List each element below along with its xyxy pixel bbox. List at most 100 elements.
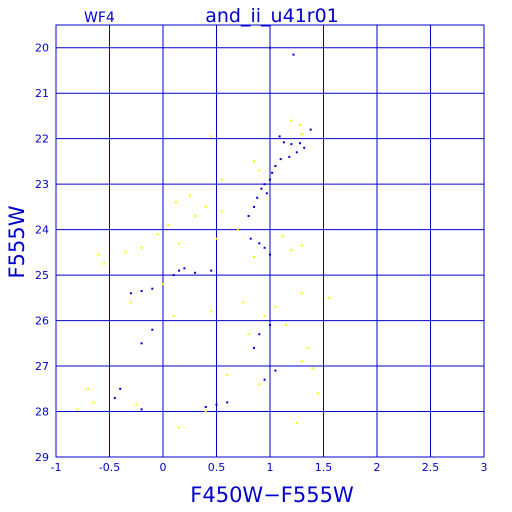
point-blue [258, 333, 261, 336]
point-blue [129, 292, 132, 295]
point-blue [183, 267, 186, 270]
point-blue [278, 135, 281, 138]
point-blue [140, 290, 143, 292]
point-blue [172, 274, 175, 277]
point-yellow [135, 403, 138, 406]
point-yellow [87, 387, 90, 390]
point-yellow [306, 346, 309, 349]
point-blue [282, 141, 285, 144]
x-tick-label: 0 [160, 461, 167, 474]
point-blue [113, 396, 116, 399]
point-blue [247, 215, 250, 217]
point-blue [263, 183, 266, 186]
point-yellow [174, 201, 177, 204]
point-blue [269, 253, 271, 256]
point-blue [260, 187, 263, 190]
point-blue [271, 171, 274, 174]
point-blue [303, 146, 306, 149]
point-blue [249, 237, 252, 240]
point-blue [140, 408, 143, 411]
point-yellow [204, 410, 207, 413]
point-yellow [210, 310, 213, 313]
point-blue [256, 196, 259, 199]
y-axis-label: F555W [5, 205, 29, 278]
point-blue [263, 246, 266, 249]
x-tick-label: 3 [481, 461, 488, 474]
x-axis-label: F450W−F555W [190, 483, 354, 507]
point-yellow [188, 194, 191, 197]
point-yellow [301, 244, 304, 247]
point-yellow [253, 160, 255, 163]
point-blue [119, 387, 122, 390]
point-yellow [162, 283, 164, 286]
point-blue [274, 369, 277, 372]
point-yellow [172, 315, 175, 317]
point-blue [299, 142, 301, 145]
point-yellow [295, 421, 298, 424]
point-yellow [103, 262, 106, 265]
y-tick-label: 20 [35, 42, 49, 55]
point-yellow [204, 205, 207, 208]
point-blue [258, 242, 261, 245]
point-blue [269, 46, 271, 49]
grid-lines [55, 25, 485, 458]
plot-frame [55, 24, 485, 458]
point-yellow [301, 292, 304, 295]
point-blue [204, 406, 207, 408]
y-tick-label: 28 [35, 406, 49, 419]
point-blue [210, 269, 213, 272]
y-tick-label: 29 [35, 451, 49, 464]
point-yellow [301, 133, 304, 136]
point-blue [279, 158, 282, 161]
point-blue [269, 178, 271, 181]
point-blue [288, 155, 291, 158]
point-yellow [290, 119, 293, 122]
x-tick-label: 0.5 [208, 461, 226, 474]
point-yellow [92, 401, 95, 404]
point-yellow [194, 215, 197, 217]
point-yellow [156, 233, 159, 236]
point-blue [265, 192, 268, 195]
y-tick-label: 26 [35, 315, 49, 328]
chart-title: and_ii_u41r01 [205, 5, 339, 27]
x-tick-label: 2.5 [422, 461, 440, 474]
point-blue [215, 403, 218, 406]
point-yellow [140, 246, 143, 249]
point-yellow [210, 135, 213, 138]
point-yellow [311, 367, 314, 370]
point-yellow [327, 296, 330, 299]
point-blue [140, 342, 143, 345]
point-blue [151, 328, 154, 331]
x-tick-label: 1.5 [315, 461, 333, 474]
x-tick-label: -1 [51, 461, 62, 474]
point-yellow [258, 169, 261, 172]
y-tick-label: 22 [35, 133, 49, 146]
point-yellow [220, 210, 223, 213]
panel-label: WF4 [84, 10, 115, 26]
y-tick-label: 27 [35, 360, 49, 373]
point-blue [194, 271, 197, 274]
point-yellow [281, 235, 284, 238]
point-yellow [178, 242, 181, 245]
point-blue [263, 378, 266, 381]
point-yellow [301, 360, 304, 363]
point-blue [295, 151, 298, 154]
point-blue [290, 143, 293, 146]
point-yellow [215, 237, 218, 240]
data-points [76, 46, 330, 429]
y-tick-label: 21 [35, 87, 49, 100]
point-blue [253, 205, 255, 208]
point-yellow [124, 251, 127, 254]
x-tick-label: 2 [374, 461, 381, 474]
point-blue [292, 53, 295, 56]
point-yellow [285, 324, 287, 327]
point-blue [178, 269, 181, 272]
point-blue [269, 324, 271, 327]
point-blue [226, 401, 229, 404]
point-yellow [129, 301, 132, 304]
point-yellow [226, 374, 229, 377]
point-yellow [258, 383, 261, 386]
y-tick-label: 25 [35, 269, 49, 282]
point-yellow [97, 253, 100, 256]
